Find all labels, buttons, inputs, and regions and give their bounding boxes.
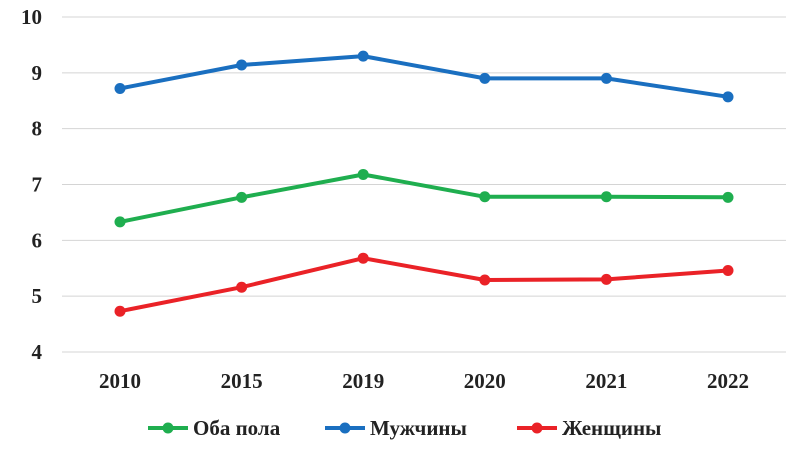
legend-marker bbox=[162, 422, 174, 434]
data-point bbox=[600, 72, 612, 84]
series-0 bbox=[114, 168, 734, 228]
data-point bbox=[236, 281, 248, 293]
y-tick-label: 8 bbox=[32, 117, 43, 141]
data-point bbox=[600, 273, 612, 285]
data-point bbox=[722, 264, 734, 276]
legend-label: Женщины bbox=[562, 416, 661, 440]
x-tick-label: 2015 bbox=[221, 369, 263, 393]
y-axis-tick-labels: 4 5 6 7 8 9 10 bbox=[21, 5, 43, 364]
series-1 bbox=[114, 50, 734, 103]
legend-item: Оба пола bbox=[148, 416, 281, 440]
legend: Оба пола Мужчины Женщины bbox=[148, 416, 661, 440]
y-tick-label: 6 bbox=[32, 228, 43, 252]
data-point bbox=[479, 191, 491, 203]
series-2 bbox=[114, 252, 734, 317]
gridlines bbox=[62, 16, 786, 353]
x-tick-label: 2019 bbox=[342, 369, 384, 393]
legend-item: Женщины bbox=[517, 416, 661, 440]
data-point bbox=[114, 82, 126, 94]
data-point bbox=[357, 252, 369, 264]
y-tick-label: 4 bbox=[32, 340, 43, 364]
series-line bbox=[118, 54, 730, 99]
x-tick-label: 2020 bbox=[464, 369, 506, 393]
series-line bbox=[118, 256, 730, 314]
legend-item: Мужчины bbox=[325, 416, 467, 440]
data-point bbox=[114, 305, 126, 317]
y-tick-label: 9 bbox=[32, 61, 43, 85]
y-tick-label: 7 bbox=[32, 173, 43, 197]
legend-label: Оба пола bbox=[193, 416, 281, 440]
data-point bbox=[357, 50, 369, 62]
data-point bbox=[236, 191, 248, 203]
legend-marker bbox=[339, 422, 351, 434]
data-point bbox=[479, 72, 491, 84]
y-tick-label: 5 bbox=[32, 284, 43, 308]
x-axis-tick-labels: 2010 2015 2019 2020 2021 2022 bbox=[99, 369, 749, 393]
data-point bbox=[722, 191, 734, 203]
series-line bbox=[118, 172, 730, 224]
x-tick-label: 2021 bbox=[585, 369, 627, 393]
x-tick-label: 2022 bbox=[707, 369, 749, 393]
legend-label: Мужчины bbox=[370, 416, 467, 440]
data-point bbox=[236, 59, 248, 71]
series-lines bbox=[114, 50, 734, 317]
data-point bbox=[479, 274, 491, 286]
data-point bbox=[722, 91, 734, 103]
legend-marker bbox=[531, 422, 543, 434]
y-tick-label: 10 bbox=[21, 5, 42, 29]
data-point bbox=[357, 168, 369, 180]
data-point bbox=[600, 191, 612, 203]
data-point bbox=[114, 216, 126, 228]
x-tick-label: 2010 bbox=[99, 369, 141, 393]
